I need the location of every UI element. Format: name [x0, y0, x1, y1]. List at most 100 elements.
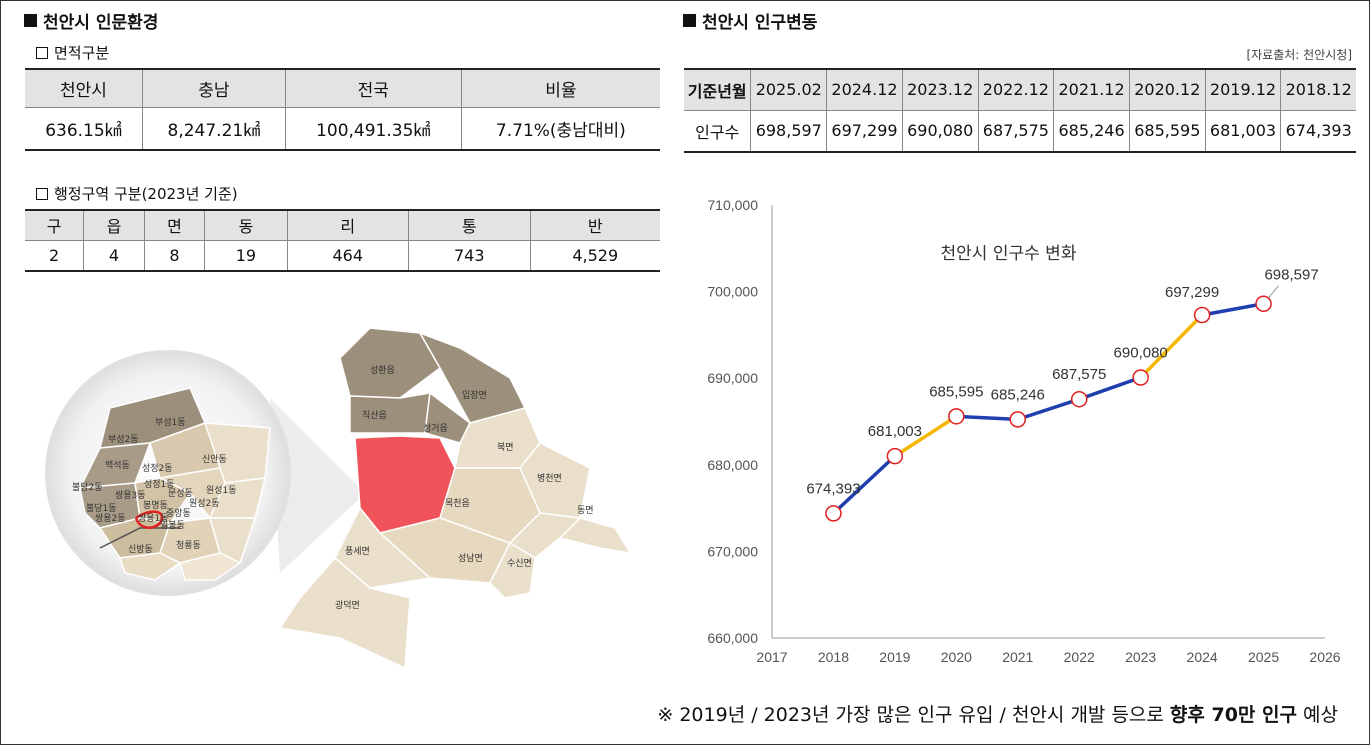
- footnote: ※ 2019년 / 2023년 가장 많은 인구 유입 / 천안시 개발 등으로…: [657, 700, 1338, 727]
- map-label: 광덕면: [335, 599, 360, 611]
- header-label-cell: 기준년월: [684, 69, 751, 111]
- map-label: 일봉동: [160, 520, 185, 531]
- line-segments: [831, 301, 1266, 516]
- header-cell: 비율: [460, 69, 660, 108]
- map-label: 문성동: [168, 488, 193, 499]
- line-segment: [893, 414, 959, 458]
- map-label: 불당1동: [86, 503, 117, 514]
- header-cell: 2021.12: [1053, 69, 1130, 111]
- outer-label-group: 성환읍 입장면 직산읍 성거읍 북면 병천면 목천읍 동면 풍세면 성남면 수신…: [335, 364, 594, 611]
- table-header-row: 기준년월 2025.02 2024.12 2023.12 2022.12 202…: [684, 69, 1356, 111]
- map-label: 쌍용1동: [138, 513, 169, 524]
- line-segment: [1200, 301, 1266, 317]
- x-tick-label: 2025: [1248, 649, 1279, 665]
- map-label: 원성2동: [189, 498, 220, 509]
- map-label: 부성2동: [108, 434, 139, 445]
- table-cell: 685,595: [1128, 110, 1206, 152]
- square-bullet-icon: [24, 14, 37, 27]
- map-label: 원성1동: [206, 485, 237, 496]
- data-point: [1070, 390, 1088, 408]
- map-label: 성남면: [458, 553, 483, 564]
- header-cell: 동: [204, 210, 288, 241]
- table-header-row: 구 읍 면 동 리 통 반: [25, 210, 660, 241]
- map-label: 부성1동: [155, 417, 186, 428]
- table-cell: 697,299: [826, 110, 903, 152]
- table-cell: 687,575: [977, 110, 1054, 152]
- data-point: [1009, 411, 1027, 428]
- data-label: 690,080: [1114, 345, 1168, 362]
- data-label: 674,393: [806, 480, 860, 497]
- header-cell: 2025.02: [750, 69, 827, 111]
- highlight-circle: [134, 510, 164, 529]
- map-label: 목천읍: [445, 498, 470, 509]
- map-label: 불당2동: [72, 482, 103, 493]
- table-cell: 698,597: [750, 110, 827, 152]
- data-label: 697,299: [1165, 284, 1219, 301]
- footnote-bold: 향후 70만 인구: [1169, 704, 1297, 726]
- checkbox-square-icon: [36, 187, 48, 200]
- header-cell: 통: [408, 210, 530, 241]
- data-point: [886, 447, 904, 465]
- x-tick-label: 2020: [941, 649, 972, 665]
- x-tick-label: 2021: [1002, 649, 1033, 665]
- map-label: 쌍용2동: [95, 513, 126, 524]
- x-tick-label: 2022: [1064, 649, 1095, 665]
- data-label: 685,246: [991, 386, 1045, 403]
- data-point: [825, 505, 842, 522]
- map-label: 신안동: [202, 454, 227, 465]
- header-cell: 충남: [141, 69, 286, 108]
- data-point: [948, 408, 965, 425]
- map-label: 성거읍: [423, 423, 448, 434]
- header-cell: 2024.12: [826, 69, 903, 111]
- line-segment: [1138, 313, 1204, 380]
- data-label: 681,003: [868, 423, 922, 440]
- cheonan-map: 성환읍 입장면 직산읍 성거읍 북면 병천면 목천읍 동면 풍세면 성남면 수신…: [40, 318, 640, 688]
- map-label: 직산읍: [362, 410, 387, 421]
- header-cell: 2018.12: [1280, 69, 1356, 111]
- admin-subtitle-text: 행정구역 구분(2023년 기준): [54, 185, 238, 203]
- header-cell: 전국: [284, 69, 462, 108]
- map-label: 입장면: [462, 389, 487, 401]
- table-cell: 636.15㎢: [45, 120, 122, 141]
- data-point: [1255, 295, 1272, 312]
- map-label: 중앙동: [166, 507, 191, 519]
- x-tick-label: 2026: [1309, 649, 1340, 665]
- y-tick-label: 690,000: [707, 370, 758, 386]
- section-title-text: 천안시 인문환경: [43, 13, 159, 33]
- line-segment: [1016, 397, 1081, 422]
- table-header-row: 천안시 충남 전국 비율: [25, 69, 660, 108]
- inner-districts: [78, 387, 271, 581]
- data-point: [1132, 369, 1149, 386]
- y-tick-label: 660,000: [707, 630, 758, 646]
- map-svg: 성환읍 입장면 직산읍 성거읍 북면 병천면 목천읍 동면 풍세면 성남면 수신…: [45, 327, 632, 670]
- square-bullet-icon: [683, 14, 696, 27]
- zoom-connector: [270, 398, 360, 573]
- map-label: 백석동: [105, 460, 130, 471]
- table-cell: 464: [286, 240, 409, 271]
- table-cell: 19: [204, 240, 288, 271]
- header-cell: 면: [143, 210, 205, 241]
- area-subtitle: 면적구분: [36, 42, 109, 63]
- section-title-text: 천안시 인구변동: [702, 13, 818, 33]
- label-leaders: [1268, 285, 1279, 299]
- table-row: 2 4 8 19 464 743 4,529: [25, 240, 660, 271]
- table-cell: 681,003: [1204, 110, 1281, 152]
- map-label: 청룡동: [176, 540, 201, 551]
- data-label: 687,575: [1052, 366, 1106, 383]
- row-label-cell: 인구수: [695, 122, 740, 142]
- y-tick-label: 710,000: [707, 197, 758, 213]
- map-label: 성정1동: [144, 479, 175, 490]
- area-table: 천안시 충남 전국 비율 636.15㎢ 8,247.21㎢ 100,491.3…: [25, 68, 660, 151]
- line-segment: [831, 454, 897, 516]
- data-label: 698,597: [1264, 267, 1318, 284]
- y-tick-labels: 660,000 670,000 680,000 690,000 700,000 710,0…: [707, 197, 758, 646]
- map-label: 풍세면: [345, 546, 370, 557]
- admin-subtitle: 행정구역 구분(2023년 기준): [36, 183, 238, 204]
- source-note: [자료출처: 천안시청]: [1246, 48, 1352, 62]
- table-cell: 100,491.35㎢: [284, 107, 462, 150]
- map-label: 봉명동: [143, 500, 168, 511]
- map-label: 병천면: [537, 473, 562, 484]
- admin-table: 구 읍 면 동 리 통 반 2 4 8 19 464 743 4,529: [25, 209, 660, 272]
- header-cell: 읍: [83, 210, 145, 241]
- x-tick-label: 2018: [818, 649, 849, 665]
